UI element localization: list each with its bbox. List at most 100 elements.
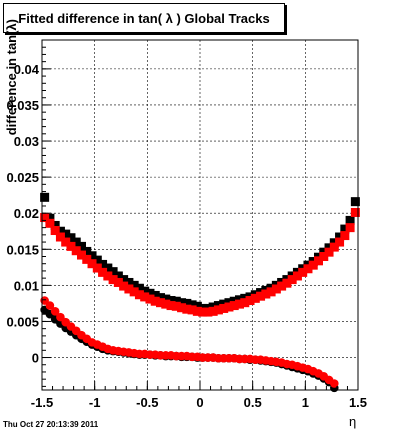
data-point [203, 307, 213, 317]
data-point [66, 233, 76, 243]
data-point [140, 292, 150, 302]
data-point [40, 192, 50, 202]
data-point [71, 246, 81, 256]
data-point [71, 237, 81, 247]
x-tick-label: -0.5 [136, 395, 158, 410]
data-point [156, 293, 165, 303]
data-point [277, 281, 287, 291]
data-point [350, 197, 360, 207]
y-tick-label: 0.04 [14, 62, 40, 77]
data-point [119, 281, 129, 291]
data-point [182, 298, 192, 308]
data-point [98, 267, 108, 277]
data-point [82, 254, 92, 264]
y-tick-label: 0.005 [6, 314, 39, 329]
data-point [298, 267, 308, 277]
y-tick-label: 0.02 [14, 206, 39, 221]
data-point [50, 226, 60, 236]
series-4 [40, 296, 339, 388]
data-point [287, 275, 297, 285]
data-point [319, 251, 329, 261]
data-point [150, 290, 160, 300]
series-2 [40, 207, 360, 317]
data-point [345, 215, 355, 225]
data-point [335, 237, 345, 247]
data-point [330, 379, 339, 388]
data-point [61, 237, 71, 247]
data-point [224, 302, 234, 312]
x-tick-label: -1 [89, 395, 101, 410]
data-point [103, 271, 113, 281]
data-point [308, 260, 318, 270]
data-point [340, 224, 350, 234]
data-point [61, 229, 71, 239]
grid-lines [41, 40, 359, 390]
data-point [161, 294, 171, 304]
data-point [129, 287, 139, 297]
data-point [87, 259, 97, 269]
x-tick-label: 1.5 [349, 395, 367, 410]
data-point [108, 267, 118, 277]
data-point [145, 288, 155, 298]
axis-tick-labels: -1.5 -1 -0.5 0 0.5 1 1.5 0 0.005 0.01 0.015 0.02 0.0… [6, 62, 367, 410]
data-point [329, 242, 339, 252]
data-point [245, 296, 255, 306]
data-point [103, 263, 113, 273]
data-point [66, 241, 76, 251]
data-markers [40, 192, 360, 393]
y-tick-label: 0 [32, 351, 39, 366]
data-point [340, 231, 350, 241]
data-point [40, 213, 50, 223]
series-3 [40, 305, 339, 393]
data-point [229, 301, 239, 311]
y-tick-label: 0.015 [6, 242, 39, 257]
y-tick-label: 0.03 [14, 134, 39, 149]
data-point [87, 251, 97, 261]
y-axis-label: difference in tan(λ) [4, 19, 19, 136]
data-point [208, 306, 218, 316]
data-point [261, 289, 271, 299]
y-tick-label: 0.01 [14, 278, 39, 293]
data-point [171, 296, 181, 306]
data-point [324, 247, 334, 257]
data-point [166, 301, 176, 311]
timestamp: Thu Oct 27 20:13:39 2011 [3, 420, 99, 429]
data-point [350, 207, 360, 217]
data-point [171, 301, 181, 311]
data-point [45, 301, 55, 310]
data-point [187, 300, 197, 310]
x-tick-label: 0 [196, 395, 203, 410]
data-point [335, 232, 345, 242]
data-point [345, 223, 355, 233]
data-point [182, 304, 192, 314]
data-point [156, 298, 165, 308]
x-tick-label: 0.5 [244, 395, 262, 410]
y-tick-label: 0.025 [6, 170, 39, 185]
data-point [235, 299, 244, 309]
data-point [250, 293, 260, 303]
chart-title: Fitted difference in tan( λ ) Global Tra… [18, 10, 270, 26]
data-point [213, 305, 223, 315]
data-point [55, 232, 65, 242]
data-point [108, 275, 118, 285]
data-point [240, 298, 250, 308]
data-point [134, 283, 144, 293]
x-tick-label: 1 [302, 395, 309, 410]
data-point [177, 298, 187, 308]
x-tick-label: -1.5 [31, 395, 53, 410]
title-box: Fitted difference in tan( λ ) Global Tra… [3, 3, 285, 33]
data-point [77, 250, 86, 260]
data-point [161, 299, 171, 309]
data-point [292, 271, 302, 281]
data-point [303, 264, 313, 274]
data-point [92, 255, 102, 265]
y-tick-label: 0.035 [6, 98, 39, 113]
data-point [119, 275, 129, 285]
x-axis-label: η [349, 414, 357, 429]
data-point [187, 305, 197, 315]
data-point [150, 296, 160, 306]
data-point [192, 301, 202, 311]
data-point [192, 306, 202, 316]
data-point [50, 220, 60, 230]
